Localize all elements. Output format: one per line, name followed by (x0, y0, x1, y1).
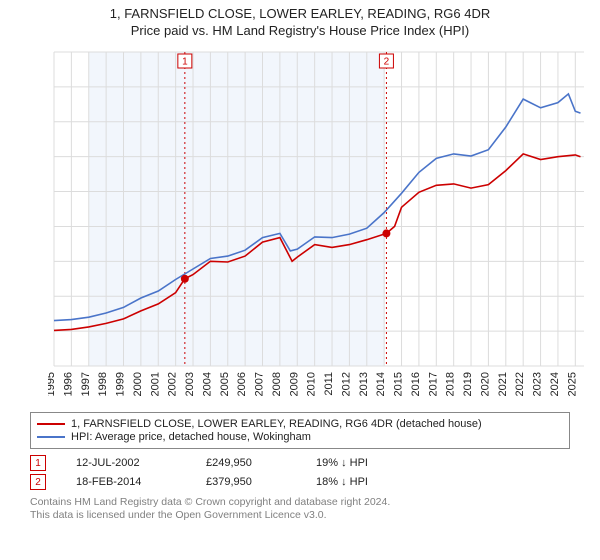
x-tick-label: 2009 (288, 372, 300, 396)
x-tick-label: 2000 (132, 372, 144, 396)
sale-dot (382, 229, 390, 237)
title-main: 1, FARNSFIELD CLOSE, LOWER EARLEY, READI… (0, 6, 600, 21)
x-tick-label: 2004 (201, 372, 213, 396)
plot-area: £0£100K£200K£300K£400K£500K£600K£700K£80… (48, 46, 590, 406)
x-tick-label: 1998 (97, 372, 109, 396)
x-tick-label: 1996 (62, 372, 74, 396)
x-tick-label: 2011 (323, 372, 335, 396)
x-tick-label: 2012 (340, 372, 352, 396)
footer-line-1: Contains HM Land Registry data © Crown c… (30, 496, 570, 509)
x-tick-label: 2025 (566, 372, 578, 396)
sale-hpi-delta: 19% ↓ HPI (316, 457, 368, 469)
x-tick-label: 2016 (410, 372, 422, 396)
x-tick-label: 2018 (445, 372, 457, 396)
sale-event-marker-label: 2 (384, 57, 390, 68)
legend: 1, FARNSFIELD CLOSE, LOWER EARLEY, READI… (30, 412, 570, 449)
sale-price: £249,950 (206, 457, 286, 469)
chart-titles: 1, FARNSFIELD CLOSE, LOWER EARLEY, READI… (0, 0, 600, 38)
legend-swatch (37, 436, 65, 438)
sale-event-marker-label: 1 (182, 57, 188, 68)
x-tick-label: 2010 (306, 372, 318, 396)
sale-date: 12-JUL-2002 (76, 457, 176, 469)
x-tick-label: 1997 (80, 372, 92, 396)
sales-table: 1 12-JUL-2002 £249,950 19% ↓ HPI 2 18-FEB-201… (30, 455, 570, 490)
x-tick-label: 2003 (184, 372, 196, 396)
x-tick-label: 1999 (115, 372, 127, 396)
line-chart-svg: £0£100K£200K£300K£400K£500K£600K£700K£80… (48, 46, 590, 406)
x-tick-label: 2017 (427, 372, 439, 396)
sale-marker: 2 (30, 474, 46, 490)
sale-date: 18-FEB-2014 (76, 476, 176, 488)
x-tick-label: 2021 (497, 372, 509, 396)
x-tick-label: 2007 (254, 372, 266, 396)
x-tick-label: 2015 (393, 372, 405, 396)
x-tick-label: 2001 (149, 372, 161, 396)
x-tick-label: 1995 (48, 372, 57, 396)
legend-label: 1, FARNSFIELD CLOSE, LOWER EARLEY, READI… (71, 418, 482, 430)
legend-swatch (37, 423, 65, 425)
x-tick-label: 2014 (375, 372, 387, 396)
x-tick-label: 2002 (167, 372, 179, 396)
sale-hpi-delta: 18% ↓ HPI (316, 476, 368, 488)
x-tick-label: 2005 (219, 372, 231, 396)
footer-attribution: Contains HM Land Registry data © Crown c… (30, 496, 570, 522)
title-sub: Price paid vs. HM Land Registry's House … (0, 23, 600, 38)
x-tick-label: 2006 (236, 372, 248, 396)
x-tick-label: 2008 (271, 372, 283, 396)
legend-item: HPI: Average price, detached house, Woki… (37, 431, 563, 443)
sale-dot (181, 275, 189, 283)
x-tick-label: 2022 (514, 372, 526, 396)
chart-container: 1, FARNSFIELD CLOSE, LOWER EARLEY, READI… (0, 0, 600, 522)
sale-row: 2 18-FEB-2014 £379,950 18% ↓ HPI (30, 474, 570, 490)
x-tick-label: 2023 (532, 372, 544, 396)
sale-marker: 1 (30, 455, 46, 471)
legend-label: HPI: Average price, detached house, Woki… (71, 431, 311, 443)
x-tick-label: 2019 (462, 372, 474, 396)
sale-row: 1 12-JUL-2002 £249,950 19% ↓ HPI (30, 455, 570, 471)
x-tick-label: 2013 (358, 372, 370, 396)
x-tick-label: 2024 (549, 372, 561, 396)
footer-line-2: This data is licensed under the Open Gov… (30, 509, 570, 522)
sale-price: £379,950 (206, 476, 286, 488)
legend-item: 1, FARNSFIELD CLOSE, LOWER EARLEY, READI… (37, 418, 563, 430)
shade-band (89, 52, 384, 366)
x-tick-label: 2020 (479, 372, 491, 396)
